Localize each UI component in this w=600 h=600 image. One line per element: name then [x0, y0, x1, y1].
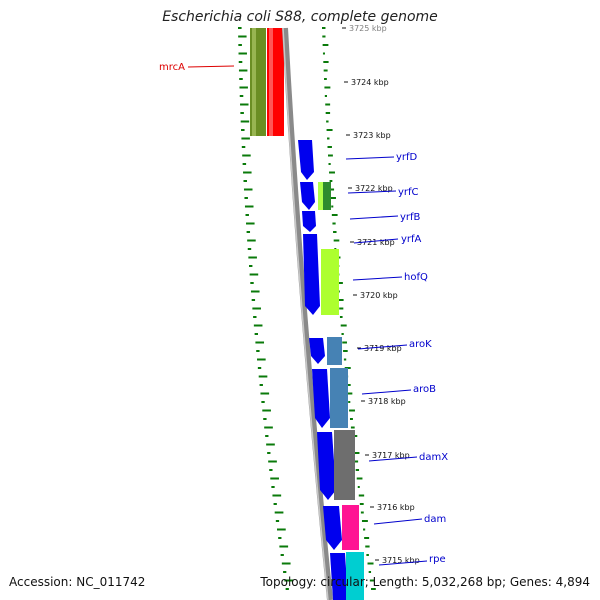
gene-labels: mrcA yrfD yrfC yrfB yrfA hofQ aroK aroB damX dam r…	[159, 62, 448, 566]
gene-label-yrfD: yrfD	[396, 152, 418, 163]
label-connector	[353, 238, 399, 244]
scale-tick-label: 3724 kbp	[351, 78, 389, 87]
gene-label-aroK: aroK	[409, 339, 432, 350]
cds-arrow	[330, 553, 348, 600]
cog-block-lime	[321, 249, 339, 315]
cog-highlight	[269, 28, 273, 136]
cds-arrow	[300, 182, 315, 210]
cds-arrow	[323, 506, 342, 550]
scale-tick-label: 3723 kbp	[353, 131, 391, 140]
accession-text: Accession: NC_011742	[9, 575, 146, 589]
label-connector	[357, 344, 408, 350]
cog-block-gray	[334, 430, 355, 500]
cds-arrow	[317, 432, 336, 500]
scale-tick-label: 3721 kbp	[357, 238, 395, 247]
cds-arrow	[312, 369, 330, 428]
cds-arrow	[298, 140, 314, 180]
cds-arrow	[302, 211, 316, 232]
scale-tick-label: 3725 kbp	[349, 24, 387, 33]
label-connector	[187, 65, 235, 68]
cog-block-magenta	[342, 505, 359, 550]
genome-summary-text: Topology: circular; Length: 5,032,268 bp…	[260, 575, 590, 589]
scale-tick-label: 3719 kbp	[364, 344, 402, 353]
cog-block-lightgreen	[318, 182, 323, 210]
gene-label-aroB: aroB	[413, 384, 436, 395]
gene-label-yrfC: yrfC	[398, 187, 419, 198]
gene-label-mrcA: mrcA	[159, 62, 185, 73]
cds-arrow	[303, 234, 320, 315]
backbone-arc	[282, 27, 333, 600]
label-connector	[352, 276, 403, 281]
label-connector	[345, 156, 395, 160]
label-connector	[373, 518, 423, 525]
gene-label-damX: damX	[419, 452, 448, 463]
scale-tick-label: 3720 kbp	[360, 291, 398, 300]
gene-label-yrfB: yrfB	[400, 212, 421, 223]
gene-label-rpe: rpe	[429, 554, 446, 565]
cog-block-steelblue	[330, 368, 348, 428]
cog-block-steelblue	[327, 337, 342, 365]
cog-highlight	[252, 28, 256, 136]
label-connector	[361, 389, 412, 395]
label-connector	[349, 215, 399, 220]
backbone-arc-shine	[282, 27, 329, 600]
gene-label-hofQ: hofQ	[404, 272, 428, 283]
scale-tick-label: 3722 kbp	[355, 184, 393, 193]
scale-tick-label: 3718 kbp	[368, 397, 406, 406]
scale-tick-label: 3716 kbp	[377, 503, 415, 512]
gene-label-yrfA: yrfA	[401, 234, 422, 245]
cog-block-cyan	[346, 552, 364, 600]
scale-tick-label: 3715 kbp	[382, 556, 420, 565]
cds-track	[298, 140, 348, 600]
gene-label-dam: dam	[424, 514, 446, 525]
gc-skew-track-left	[238, 27, 294, 590]
cog-track	[318, 182, 364, 600]
label-connector	[347, 190, 397, 194]
map-title: Escherichia coli S88, complete genome	[162, 9, 438, 25]
position-scale: 3725 kbp 3724 kbp 3723 kbp 3722 kbp 3721 kbp…	[342, 24, 420, 565]
cds-arrow	[309, 338, 325, 364]
scale-tick-label: 3717 kbp	[372, 451, 410, 460]
label-connector	[368, 456, 418, 462]
label-connector	[378, 560, 428, 566]
